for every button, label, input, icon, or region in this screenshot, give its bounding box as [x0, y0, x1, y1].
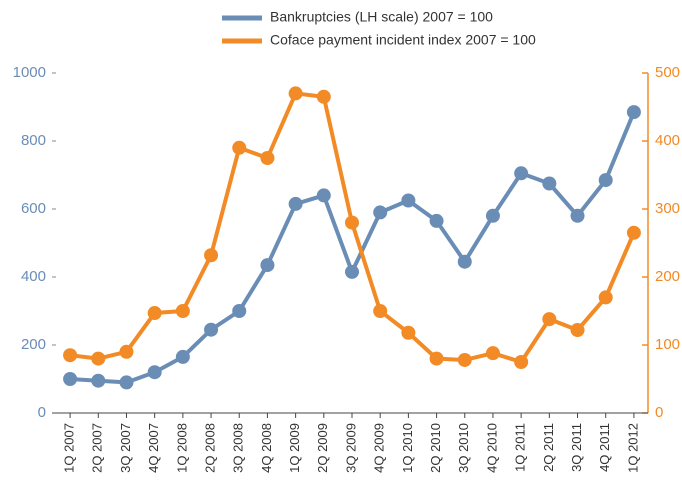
x-tick-label: 2Q 2009 — [315, 423, 330, 473]
point — [514, 166, 529, 181]
x-tick-label: 1Q 2010 — [400, 423, 415, 473]
x-tick-label: 2Q 2008 — [202, 423, 217, 473]
x-tick-label: 4Q 2008 — [259, 423, 274, 473]
point — [175, 349, 190, 364]
y2-tick-label: 0 — [655, 404, 663, 421]
x-tick-label: 3Q 2009 — [343, 423, 358, 473]
y2-tick-label: 100 — [655, 336, 680, 353]
point — [373, 304, 388, 318]
point — [626, 225, 641, 240]
point — [485, 208, 500, 223]
point — [373, 205, 388, 220]
point — [429, 351, 444, 366]
x-tick-label: 1Q 2009 — [287, 423, 302, 473]
x-tick-label: 1Q 2007 — [62, 423, 77, 473]
x-tick-label: 4Q 2010 — [484, 423, 499, 473]
x-tick-label: 2Q 2010 — [428, 423, 443, 473]
point — [91, 373, 106, 388]
point — [204, 322, 219, 337]
x-tick-label: 3Q 2010 — [456, 423, 471, 473]
x-tick-label: 1Q 2012 — [625, 423, 640, 473]
point — [485, 346, 500, 361]
legend-label: Bankruptcies (LH scale) 2007 = 100 — [270, 9, 493, 25]
y2-tick-label: 500 — [655, 64, 680, 81]
x-tick-label: 2Q 2007 — [90, 423, 105, 473]
y2-tick-label: 400 — [655, 132, 680, 149]
point — [147, 306, 162, 321]
point — [119, 344, 134, 359]
point — [429, 213, 444, 228]
point — [570, 323, 585, 338]
point — [514, 355, 529, 369]
x-tick-label: 3Q 2011 — [569, 423, 584, 472]
point — [457, 352, 472, 367]
legend-label: Coface payment incident index 2007 = 100 — [270, 32, 536, 48]
point — [542, 312, 557, 327]
point — [63, 348, 78, 363]
x-tick-label: 2Q 2011 — [541, 423, 556, 472]
point — [204, 248, 219, 263]
x-tick-label: 3Q 2008 — [231, 423, 246, 473]
point — [147, 365, 162, 380]
point — [316, 89, 331, 104]
point — [345, 215, 359, 230]
point — [598, 290, 613, 305]
point — [260, 151, 275, 165]
x-tick-label: 3Q 2007 — [118, 423, 133, 473]
point — [232, 140, 247, 155]
point — [542, 176, 557, 191]
x-tick-label: 4Q 2011 — [597, 423, 612, 472]
y-tick-label: 0 — [38, 404, 46, 421]
y-tick-label: 800 — [21, 132, 46, 149]
point — [316, 188, 331, 203]
point — [626, 105, 641, 120]
point — [598, 173, 613, 188]
point — [119, 375, 134, 390]
point — [401, 193, 416, 208]
x-tick-label: 4Q 2009 — [372, 423, 387, 473]
point — [401, 325, 416, 340]
point — [63, 372, 78, 386]
y2-tick-label: 300 — [655, 200, 680, 217]
point — [232, 304, 247, 318]
y-tick-label: 200 — [21, 336, 46, 353]
point — [457, 254, 472, 269]
point — [260, 258, 275, 273]
y-tick-label: 600 — [21, 200, 46, 217]
point — [288, 86, 303, 101]
series-line — [69, 111, 636, 385]
point — [345, 264, 359, 279]
point — [91, 351, 106, 366]
point — [175, 304, 190, 318]
x-tick-label: 1Q 2008 — [174, 423, 189, 473]
point — [570, 208, 585, 223]
y-tick-label: 400 — [21, 268, 46, 285]
x-tick-label: 1Q 2011 — [513, 423, 528, 472]
y-tick-label: 1000 — [13, 64, 46, 81]
point — [288, 196, 303, 211]
x-tick-label: 4Q 2007 — [146, 423, 161, 473]
y2-tick-label: 200 — [655, 268, 680, 285]
